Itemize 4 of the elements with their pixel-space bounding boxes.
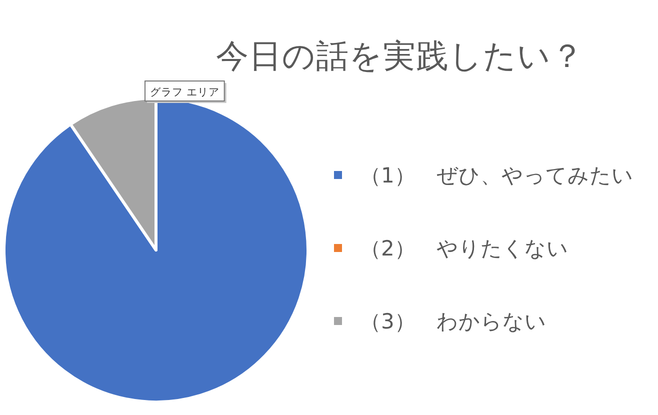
legend-label: （3） わからない <box>360 310 546 334</box>
legend-label: （2） やりたくない <box>360 236 568 260</box>
chart-title: 今日の話を実践したい？ <box>216 37 584 75</box>
legend-label: （1） ぜひ、やってみたい <box>360 164 634 188</box>
